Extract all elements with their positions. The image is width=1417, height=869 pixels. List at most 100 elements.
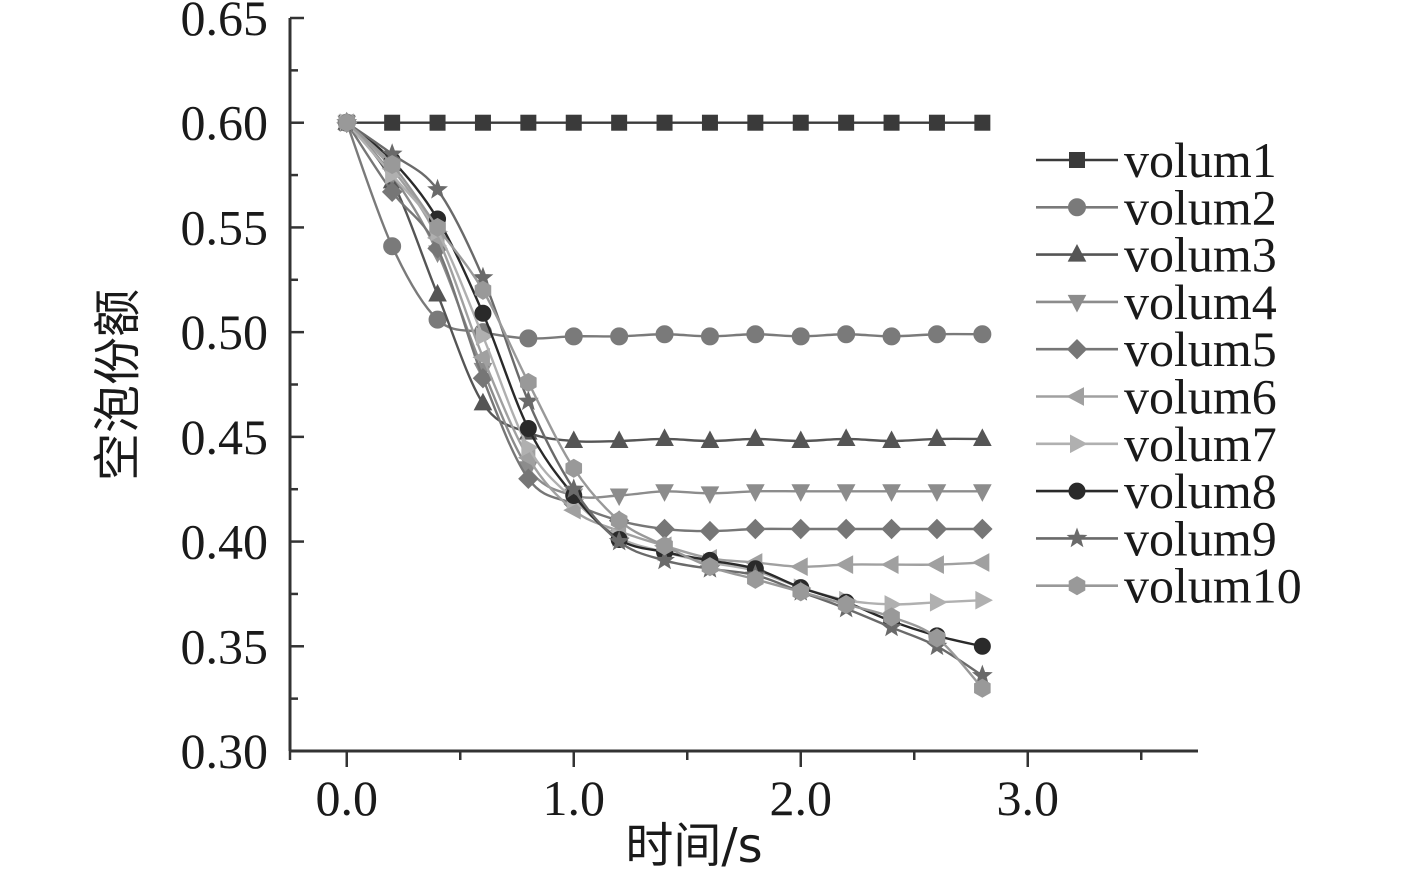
data-point-volum3 [564,430,584,449]
series-line-volum6 [345,121,984,568]
data-point-volum7 [475,326,494,346]
legend-label: volum4 [1124,274,1277,330]
data-point-volum10 [610,511,628,531]
legend-marker-volum2 [1068,198,1086,217]
data-point-volum6 [971,553,990,572]
data-point-volum5 [835,518,857,540]
legend-item: volum7 [1036,416,1277,472]
data-point-volum8 [474,304,492,322]
y-tick-label: 0.40 [181,514,269,570]
series-line-volum3 [345,121,984,443]
data-point-volum9 [608,530,630,551]
data-point-volum5 [972,518,993,540]
data-point-volum10 [338,113,356,133]
legend-marker-volum7 [1070,434,1088,454]
data-point-volum10 [837,594,855,614]
data-point-volum1 [747,114,764,131]
series-volum1 [338,114,991,131]
data-point-volum3 [973,428,992,446]
data-point-volum4 [700,486,720,504]
data-point-volum2 [837,325,856,344]
data-point-volum5 [518,468,539,489]
data-point-volum2 [655,325,674,344]
data-point-volum3 [655,428,674,446]
data-point-volum8 [519,419,537,437]
data-point-volum10 [383,155,401,175]
data-point-volum1 [429,114,446,131]
data-point-volum1 [838,114,855,131]
legend-label: volum3 [1124,227,1277,283]
legend: volum1volum2volum3volum4volum5volum6volu… [1036,132,1302,614]
data-point-volum1 [474,114,491,131]
data-point-volum1 [974,114,991,131]
legend-label: volum2 [1124,179,1277,235]
x-tick-label: 1.0 [543,770,606,826]
data-point-volum1 [656,114,673,131]
series-line-volum7 [345,121,984,606]
data-point-volum4 [655,484,674,502]
series-line-volum4 [345,121,984,499]
data-point-volum6 [835,555,854,574]
data-point-volum2 [610,327,629,346]
legend-label: volum5 [1124,321,1277,377]
legend-marker-volum1 [1069,152,1085,168]
x-tick-label: 3.0 [997,770,1060,826]
y-tick-label: 0.65 [181,0,269,46]
data-point-volum4 [609,488,629,507]
data-point-volum2 [700,327,719,346]
legend-marker-volum6 [1066,387,1084,406]
data-point-volum9 [427,178,448,199]
data-point-volum1 [520,114,537,131]
x-tick-label: 0.0 [316,770,379,826]
data-point-volum10 [792,582,810,602]
data-point-volum4 [973,484,992,502]
data-point-volum3 [791,430,811,449]
legend-item: volum1 [1036,132,1277,188]
series-volum9 [336,111,993,685]
legend-item: volum9 [1036,510,1277,566]
data-point-volum10 [701,557,719,577]
data-point-volum5 [926,518,948,540]
legend-item: volum2 [1036,179,1277,235]
y-axis-title: 空泡份额 [90,289,146,481]
data-point-volum10 [429,217,446,238]
data-point-volum9 [654,549,675,570]
data-point-volum2 [791,327,810,346]
data-point-volum1 [384,114,401,131]
data-point-volum2 [428,310,447,329]
series-line-volum9 [345,121,984,677]
legend-item: volum4 [1036,274,1277,330]
data-point-volum6 [790,557,808,577]
data-point-volum10 [474,280,492,300]
data-point-volum3 [836,428,856,446]
data-point-volum5 [881,518,902,540]
data-point-volum10 [565,458,583,478]
legend-item: volum10 [1036,558,1302,614]
data-point-volum7 [521,437,539,457]
data-point-volum2 [927,325,946,344]
legend-item: volum6 [1036,369,1277,425]
data-point-volum5 [381,181,403,203]
data-point-volum1 [883,114,900,131]
series-line-volum10 [345,121,984,690]
data-point-volum4 [836,484,856,502]
series-line-volum5 [345,121,984,533]
data-point-volum1 [565,114,582,131]
data-point-volum5 [654,518,675,540]
legend-item: volum8 [1036,463,1277,519]
legend-label: volum1 [1124,132,1277,188]
data-point-volum10 [928,628,946,648]
series-volum3 [337,112,992,449]
y-tick-label: 0.55 [181,199,269,255]
data-point-volum8 [973,637,991,655]
y-tick-label: 0.50 [181,304,269,360]
legend-marker-volum10 [1068,576,1086,596]
legend-marker-volum8 [1068,482,1086,500]
series-group [336,111,993,698]
data-point-volum3 [927,428,947,446]
data-point-volum2 [746,325,765,344]
data-point-volum3 [609,430,629,449]
data-point-volum4 [791,484,811,502]
series-volum10 [338,113,991,698]
